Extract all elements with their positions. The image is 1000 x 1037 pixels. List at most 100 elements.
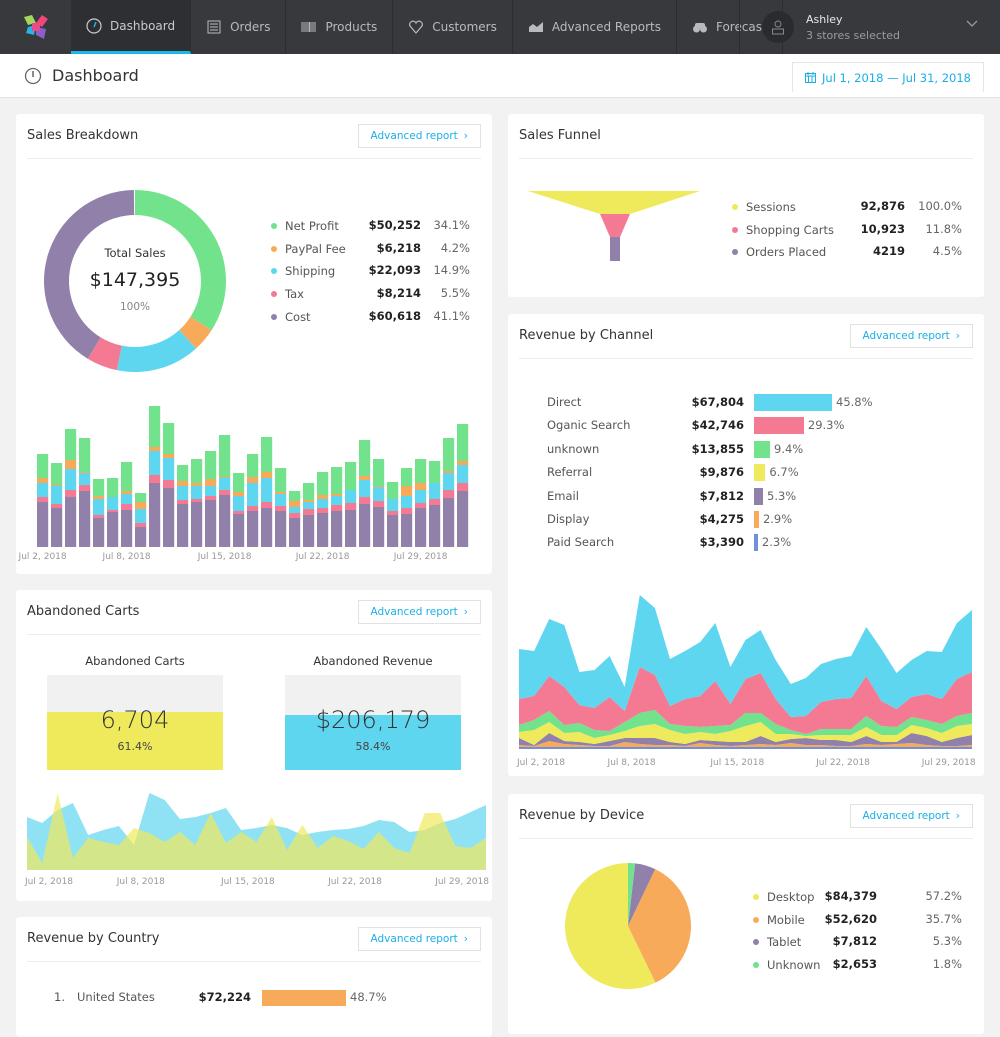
date-range-picker[interactable]: Jul 1, 2018 — Jul 31, 2018 <box>792 62 984 92</box>
bar-segment-tax <box>177 500 189 504</box>
bar-segment-paypal-fee <box>163 454 175 458</box>
bar-segment-shipping <box>443 473 455 490</box>
sales-funnel-card: Sales Funnel Sessions 92,876 100.0% Shoppi… <box>508 114 984 297</box>
nav-products[interactable]: Products <box>286 0 394 54</box>
abandoned-area-chart: Jul 2, 2018 Jul 8, 2018 Jul 15, 2018 Jul 22… <box>24 793 489 887</box>
bar-segment-cost <box>275 511 287 547</box>
legend-item: Tax <box>271 286 304 302</box>
bar-segment-shipping <box>261 478 273 502</box>
bar-segment-shipping <box>317 499 329 508</box>
channel-label: Oganic Search <box>547 418 631 433</box>
bar-segment-paypal-fee <box>149 447 161 451</box>
legend-dot-icon <box>271 268 277 275</box>
bar-segment-tax <box>401 508 413 514</box>
legend-value: $6,218 <box>376 240 421 255</box>
bar-segment-cost <box>401 514 413 547</box>
bar-segment-net-profit <box>219 435 231 477</box>
bar-segment-tax <box>373 501 385 507</box>
bar-segment-shipping <box>191 486 203 499</box>
area-unknown <box>519 710 972 738</box>
chevron-down-icon[interactable] <box>966 20 978 28</box>
area-referral <box>519 722 972 745</box>
bar-segment-tax <box>345 503 357 510</box>
channel-stacked-area-chart: Jul 2, 2018 Jul 8, 2018 Jul 15, 2018 Jul 22… <box>516 595 976 768</box>
bar-segment-net-profit <box>401 468 413 486</box>
bar-segment-paypal-fee <box>275 492 287 494</box>
nav-customers[interactable]: Customers <box>393 0 513 54</box>
binoculars-icon <box>692 23 707 33</box>
area-abandoned-carts <box>27 793 486 870</box>
legend-label: PayPal Fee <box>285 241 346 256</box>
legend-dot-icon <box>271 291 277 298</box>
card-title: Sales Funnel <box>519 128 601 143</box>
bar-segment-tax <box>191 499 203 502</box>
bar-segment-cost <box>191 502 203 547</box>
advanced-report-button[interactable]: Advanced report › <box>357 600 481 624</box>
bar-segment-net-profit <box>387 482 399 499</box>
abandoned-carts-pct: 61.4% <box>117 740 153 753</box>
legend-pct: 4.2% <box>440 240 470 255</box>
page-header: Dashboard Jul 1, 2018 — Jul 31, 2018 <box>0 54 1000 98</box>
user-menu[interactable]: Ashley 3 stores selected <box>739 0 1000 54</box>
bar-segment-paypal-fee <box>303 500 315 502</box>
bar-segment-net-profit <box>317 472 329 495</box>
button-label: Advanced report <box>370 606 458 618</box>
bar-segment-cost <box>177 504 189 547</box>
nav-orders[interactable]: Orders <box>191 0 287 54</box>
country-value: $72,224 <box>198 990 251 1004</box>
bar-segment-net-profit <box>163 423 175 454</box>
legend-label: Desktop <box>767 890 815 904</box>
area-oganic-search <box>519 667 972 734</box>
bar-segment-net-profit <box>289 491 301 501</box>
x-tick-label: Jul 22, 2018 <box>295 552 350 562</box>
donut-slice <box>179 316 212 349</box>
channel-value: $67,804 <box>691 395 744 409</box>
divider <box>519 358 973 359</box>
bar-segment-cost <box>51 508 63 547</box>
channel-value: $9,876 <box>699 465 744 480</box>
x-tick-label: Jul 22, 2018 <box>327 877 382 887</box>
donut-slice <box>87 337 122 371</box>
app-logo[interactable] <box>0 0 71 54</box>
legend-label: Orders Placed <box>746 245 827 259</box>
bar-segment-paypal-fee <box>457 461 469 465</box>
legend-item: Shopping Carts <box>732 222 834 238</box>
bar-segment-tax <box>261 502 273 508</box>
divider <box>27 961 481 962</box>
nav-dashboard[interactable]: Dashboard <box>71 0 192 54</box>
advanced-report-button[interactable]: Advanced report › <box>849 324 973 348</box>
abandoned-revenue-tile: $206,179 58.4% <box>285 675 461 770</box>
sales-breakdown-card: Sales Breakdown Advanced report › Total S… <box>16 114 492 574</box>
bar-segment-shipping <box>79 473 91 485</box>
bar-segment-shipping <box>457 465 469 483</box>
area-chart-icon <box>528 22 543 32</box>
x-tick-label: Jul 8, 2018 <box>102 552 151 562</box>
advanced-report-button[interactable]: Advanced report › <box>849 804 973 828</box>
nav-advanced-reports[interactable]: Advanced Reports <box>513 0 677 54</box>
bar-segment-paypal-fee <box>135 502 147 509</box>
bar-segment-net-profit <box>429 461 441 483</box>
advanced-report-button[interactable]: Advanced report › <box>357 124 481 148</box>
advanced-report-button[interactable]: Advanced report › <box>357 927 481 951</box>
channel-label: Direct <box>547 395 582 409</box>
bar-segment-shipping <box>205 486 217 496</box>
bar-segment-paypal-fee <box>289 501 301 507</box>
bar-segment-shipping <box>359 480 371 497</box>
legend-value: 92,876 <box>860 199 905 213</box>
area-email <box>519 733 972 746</box>
x-tick-label: Jul 29, 2018 <box>434 877 489 887</box>
abandoned-revenue-label: Abandoned Revenue <box>313 654 433 668</box>
legend-item: Cost <box>271 309 311 325</box>
legend-dot-icon <box>753 939 759 946</box>
bar-segment-paypal-fee <box>191 483 203 486</box>
bar-segment-cost <box>79 491 91 547</box>
bar-segment-tax <box>37 497 49 502</box>
legend-label: Shipping <box>285 264 336 279</box>
legend-value: $60,618 <box>368 308 421 323</box>
legend-item: PayPal Fee <box>271 241 346 257</box>
funnel-sessions <box>528 191 700 214</box>
bar-segment-cost <box>359 504 371 547</box>
card-title: Revenue by Device <box>519 808 645 823</box>
bar-segment-paypal-fee <box>317 495 329 499</box>
legend-label: Net Profit <box>285 219 339 233</box>
